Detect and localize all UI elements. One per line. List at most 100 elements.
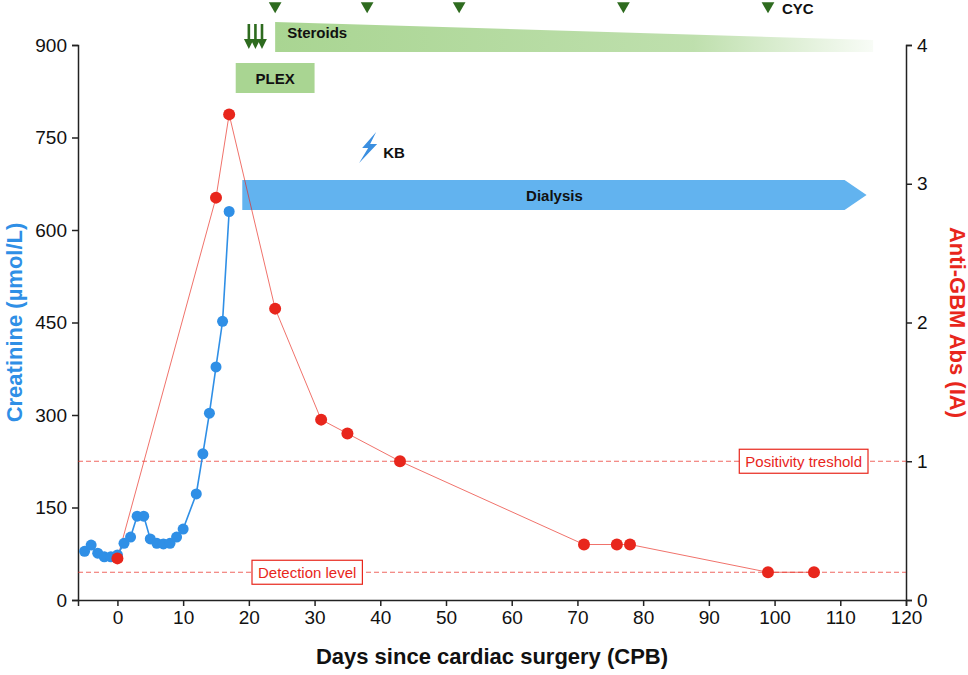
x-axis-tick-label: 70 (567, 607, 588, 628)
y2-axis-tick: 2 (906, 312, 928, 333)
reference-label-text: Positivity treshold (745, 453, 862, 470)
steroids-label: Steroids (287, 24, 347, 41)
steroid-pulse-arrow (251, 24, 261, 49)
series-point (223, 108, 235, 120)
x-axis-tick: 100 (759, 600, 791, 628)
x-axis-tick-mark (643, 600, 645, 606)
x-axis-tick: 0 (113, 600, 124, 628)
series-point (125, 532, 136, 543)
reference-label-text: Detection level (258, 564, 356, 581)
y2-axis-tick-label: 3 (917, 173, 928, 194)
plex-bar (236, 63, 315, 93)
series-line (85, 212, 230, 557)
series-point (808, 566, 820, 578)
y2-axis-tick-label: 2 (917, 312, 928, 333)
y-axis-tick: 150 (35, 497, 78, 518)
y-axis-tick-mark (72, 230, 78, 232)
cyc-marker (617, 2, 630, 13)
reference-label: Detection level (252, 560, 362, 584)
y-axis-tick-label: 150 (35, 497, 67, 518)
y2-axis-tick-label: 4 (917, 35, 928, 56)
x-axis-tick-label: 40 (370, 607, 391, 628)
x-axis-tick-mark (183, 600, 185, 606)
cyc-marker (361, 2, 374, 13)
x-axis-tick-mark (577, 600, 579, 606)
reference-label-box (739, 449, 868, 473)
y-axis-tick-mark (72, 45, 78, 47)
series-line (117, 114, 814, 572)
series-point (341, 428, 353, 440)
x-axis-line (79, 601, 907, 607)
steroid-pulse-arrow (244, 24, 254, 49)
x-axis-tick: 20 (239, 600, 260, 628)
y2-axis-tick-mark (906, 600, 912, 602)
x-axis-tick-mark (511, 600, 513, 606)
y-axis-tick: 0 (56, 590, 78, 611)
steroids-bar (275, 22, 873, 52)
reference-label: Positivity treshold (739, 449, 868, 473)
x-axis-tick-label: 120 (891, 607, 923, 628)
y-axis-tick: 900 (35, 35, 78, 56)
chart-container: 0102030405060708090100110120015030045060… (0, 0, 968, 675)
cyc-marker (453, 2, 466, 13)
x-axis-tick: 80 (633, 600, 654, 628)
x-axis-tick-label: 80 (633, 607, 654, 628)
cyc-marker (762, 2, 775, 13)
y2-axis-tick: 1 (906, 451, 928, 472)
reference-labels: Positivity treshold Detection level (252, 449, 868, 584)
series-point (611, 539, 623, 551)
x-axis-tick-mark (117, 600, 119, 606)
y-axis-tick: 300 (35, 405, 78, 426)
x-axis-tick-label: 50 (436, 607, 457, 628)
x-axis-title: Days since cardiac surgery (CPB) (316, 644, 668, 669)
cyc-label: CYC (782, 0, 814, 17)
plex-label: PLEX (256, 70, 295, 87)
series-point (197, 448, 208, 459)
cyc-marker (269, 2, 282, 13)
x-axis-tick-label: 30 (305, 607, 326, 628)
data-marks (79, 108, 820, 578)
biopsy-bolt (359, 132, 377, 163)
x-axis-tick-label: 60 (502, 607, 523, 628)
y-axis-tick-label: 900 (35, 35, 67, 56)
x-axis: 0 10 20 30 40 50 60 70 80 90 100 110 120 (79, 600, 923, 628)
y2-axis-tick-label: 1 (917, 451, 928, 472)
y-axis-tick-label: 300 (35, 405, 67, 426)
y2-axis-tick: 4 (906, 35, 928, 56)
series-point (394, 455, 406, 467)
y-axis-tick-mark (72, 600, 78, 602)
x-axis-tick: 70 (567, 600, 588, 628)
y-axis-tick: 450 (35, 312, 78, 333)
x-axis-tick: 40 (370, 600, 391, 628)
series-point (211, 361, 222, 372)
series-point (224, 206, 235, 217)
x-axis-tick-label: 20 (239, 607, 260, 628)
annotations: SteroidsPLEXCYCKBDialysis (236, 0, 873, 210)
y-axis-tick-mark (72, 322, 78, 324)
y2-axis-tick-label: 0 (917, 590, 928, 611)
y2-axis-tick-mark (906, 461, 912, 463)
y2-axis-tick: 0 (906, 590, 928, 611)
x-axis-tick-mark (314, 600, 316, 606)
y2-axis-line (907, 46, 913, 601)
y-axis-tick-mark (72, 415, 78, 417)
series-point (762, 566, 774, 578)
x-axis-tick-mark (840, 600, 842, 606)
y2-axis-title: Anti-GBM Abs (IA) (945, 227, 968, 418)
y-axis-tick: 600 (35, 220, 78, 241)
y-axis-tick-label: 450 (35, 312, 67, 333)
y-axis: 0150300450600750900 (35, 35, 78, 611)
series-point (111, 552, 123, 564)
series-point (210, 192, 222, 204)
x-axis-tick-label: 90 (699, 607, 720, 628)
y-axis-tick-label: 600 (35, 220, 67, 241)
x-axis-tick-mark (380, 600, 382, 606)
y2-axis-tick-mark (906, 45, 912, 47)
x-axis-tick: 110 (826, 600, 856, 628)
x-axis-tick: 10 (173, 600, 194, 628)
series-point (315, 414, 327, 426)
x-axis-tick-mark (446, 600, 448, 606)
y-axis-title: Creatinine (µmol/L) (2, 223, 27, 423)
steroid-pulse-arrow (257, 24, 267, 49)
x-axis-tick-label: 100 (759, 607, 791, 628)
